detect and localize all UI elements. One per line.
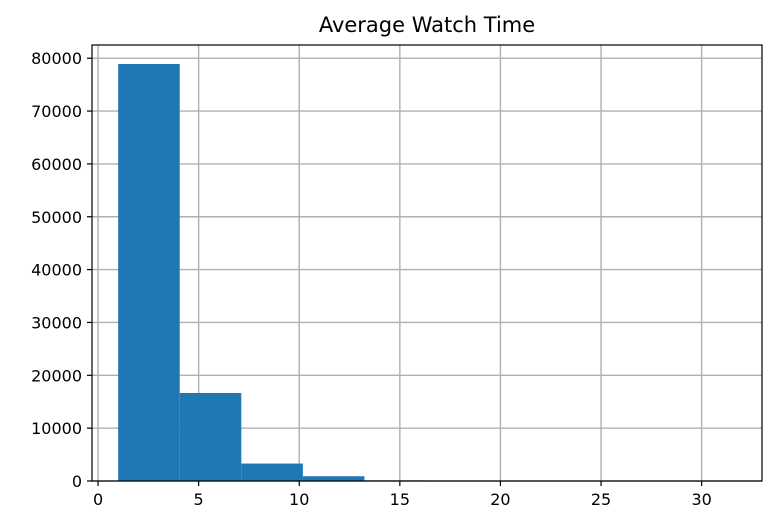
x-tick-label: 25 <box>591 490 611 509</box>
histogram-bar <box>302 476 365 481</box>
x-tick-label: 5 <box>194 490 204 509</box>
histogram-bar <box>179 393 242 481</box>
x-tick-label: 30 <box>691 490 711 509</box>
bars-layer <box>118 64 734 481</box>
y-tick-label: 80000 <box>31 49 82 68</box>
y-tick-label: 60000 <box>31 155 82 174</box>
histogram-bar <box>118 64 180 481</box>
y-tick-label: 50000 <box>31 208 82 227</box>
y-tick-label: 20000 <box>31 366 82 385</box>
chart-title: Average Watch Time <box>319 13 535 37</box>
axes-layer <box>91 44 763 482</box>
y-tick-label: 30000 <box>31 313 82 332</box>
grid-layer <box>92 45 762 482</box>
y-tick-label: 0 <box>72 472 82 491</box>
axes-frame <box>91 44 763 482</box>
x-tick-label: 20 <box>490 490 510 509</box>
ticks-layer: 0 5 10 15 20 25 30 0 10000 20000 30000 40000 50000 60… <box>31 49 712 509</box>
x-tick-label: 10 <box>289 490 309 509</box>
x-tick-label: 15 <box>390 490 410 509</box>
y-tick-label: 10000 <box>31 419 82 438</box>
x-tick-label: 0 <box>93 490 103 509</box>
y-tick-label: 70000 <box>31 102 82 121</box>
histogram-bar <box>241 463 303 481</box>
y-tick-label: 40000 <box>31 261 82 280</box>
